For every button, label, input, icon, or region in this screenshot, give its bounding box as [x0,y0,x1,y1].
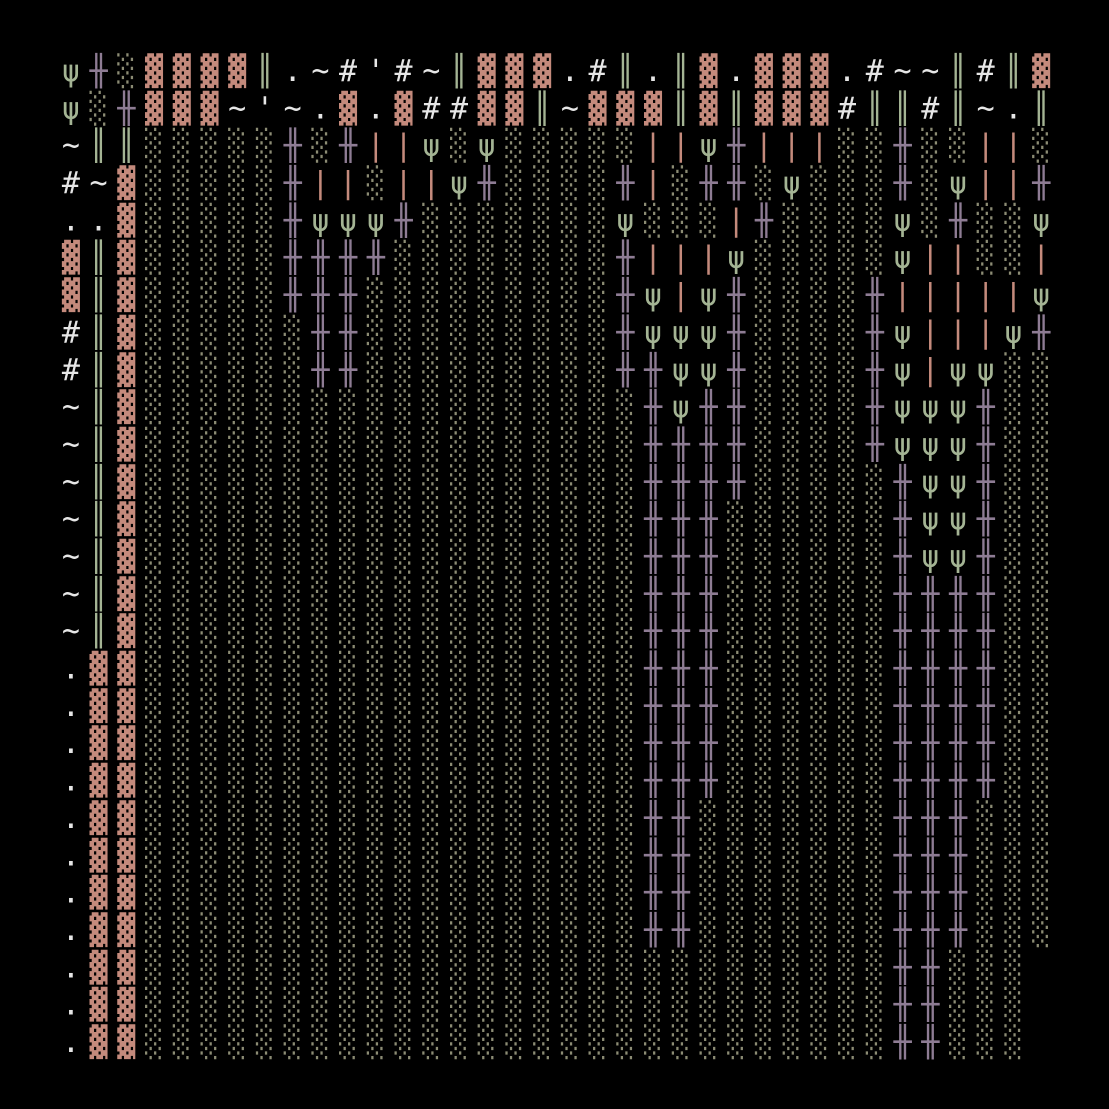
glyph-row: ~ ║ ▓ ░ ░ ░ ░ ░ ░ ░ ░ ░ ░ ░ ░ ░ ░ ░ ░ ░ ░ ╫ ψ ╫ ╫ ░ ░ ░ ░ ╫ ψ ψ ψ ╫ ░ ░ [62,388,1050,425]
glyph-row: . ▓ ▓ ░ ░ ░ ░ ░ ░ ░ ░ ░ ░ ░ ░ ░ ░ ░ ░ ░ ░ ░ ░ ░ ░ ░ ░ ░ ░ ░ ╫ ╫ ░ ░ ░ [62,985,1023,1022]
glyph-row: # ~ ▓ ░ ░ ░ ░ ░ ╫ | | ░ | | ψ ╫ ░ ░ ░ ░ ╫ | ░ ╫ ╫ ░ ψ ░ ░ ░ ╫ ░ ψ | | ╫ [62,164,1051,201]
glyph-row: # ║ ▓ ░ ░ ░ ░ ░ ░ ╫ ╫ ░ ░ ░ ░ ░ ░ ░ ░ ░ ╫ ψ ψ ψ ╫ ░ ░ ░ ░ ╫ ψ | | | ψ ╫ [62,313,1051,350]
glyph-row: ▓ ║ ▓ ░ ░ ░ ░ ░ ╫ ╫ ╫ ░ ░ ░ ░ ░ ░ ░ ░ ░ ╫ ψ | ψ ╫ ░ ░ ░ ░ ╫ | | | | | ψ [62,276,1050,313]
glyph-row: ▓ ║ ▓ ░ ░ ░ ░ ░ ╫ ╫ ╫ ╫ ░ ░ ░ ░ ░ ░ ░ ░ ╫ | | | ψ ░ ░ ░ ░ ░ ψ | | ░ ░ | [62,238,1050,275]
glyph-row: . ▓ ▓ ░ ░ ░ ░ ░ ░ ░ ░ ░ ░ ░ ░ ░ ░ ░ ░ ░ ░ ░ ░ ░ ░ ░ ░ ░ ░ ░ ╫ ╫ ░ ░ ░ [62,948,1023,985]
glyph-row: . ▓ ▓ ░ ░ ░ ░ ░ ░ ░ ░ ░ ░ ░ ░ ░ ░ ░ ░ ░ ░ ╫ ╫ ╫ ░ ░ ░ ░ ░ ░ ╫ ╫ ╫ ╫ ░ ░ [62,649,1050,686]
glyph-row: ~ ║ ▓ ░ ░ ░ ░ ░ ░ ░ ░ ░ ░ ░ ░ ░ ░ ░ ░ ░ ░ ╫ ╫ ╫ ╫ ░ ░ ░ ░ ╫ ψ ψ ψ ╫ ░ ░ [62,425,1050,462]
glyph-row: . ▓ ▓ ░ ░ ░ ░ ░ ░ ░ ░ ░ ░ ░ ░ ░ ░ ░ ░ ░ ░ ╫ ╫ ░ ░ ░ ░ ░ ░ ░ ╫ ╫ ╫ ░ ░ ░ [62,910,1050,947]
glyph-row: ~ ║ ▓ ░ ░ ░ ░ ░ ░ ░ ░ ░ ░ ░ ░ ░ ░ ░ ░ ░ ░ ╫ ╫ ╫ ╫ ░ ░ ░ ░ ░ ╫ ψ ψ ╫ ░ ░ [62,462,1050,499]
glyph-row: . ▓ ▓ ░ ░ ░ ░ ░ ░ ░ ░ ░ ░ ░ ░ ░ ░ ░ ░ ░ ░ ╫ ╫ ╫ ░ ░ ░ ░ ░ ░ ╫ ╫ ╫ ╫ ░ ░ [62,724,1050,761]
glyph-row: . ▓ ▓ ░ ░ ░ ░ ░ ░ ░ ░ ░ ░ ░ ░ ░ ░ ░ ░ ░ ░ ╫ ╫ ╫ ░ ░ ░ ░ ░ ░ ╫ ╫ ╫ ╫ ░ ░ [62,686,1050,723]
glyph-row: ~ ║ ▓ ░ ░ ░ ░ ░ ░ ░ ░ ░ ░ ░ ░ ░ ░ ░ ░ ░ ░ ╫ ╫ ╫ ░ ░ ░ ░ ░ ░ ╫ ψ ψ ╫ ░ ░ [62,500,1050,537]
glyph-row: ψ ░ ╫ ▓ ▓ ▓ ~ ' ~. ▓. ▓ # # ▓ ▓ ║ ~ ▓ ▓ ▓ ║ ▓ ║ ▓ ▓ ▓ # ║ ║ # ║ ~. ║ [62,89,1050,126]
glyph-row: ψ ╫ ░ ▓ ▓ ▓ ▓ ║. ~ # ' # ~ ║ ▓ ▓ ▓. # ║. ║ ▓. ▓ ▓ ▓. # ~ ~ ║ # ║ ▓ [62,52,1051,89]
glyph-row: . ▓ ▓ ░ ░ ░ ░ ░ ░ ░ ░ ░ ░ ░ ░ ░ ░ ░ ░ ░ ░ ╫ ╫ ░ ░ ░ ░ ░ ░ ░ ╫ ╫ ╫ ░ ░ ░ [62,873,1050,910]
glyph-row: . ▓ ▓ ░ ░ ░ ░ ░ ░ ░ ░ ░ ░ ░ ░ ░ ░ ░ ░ ░ ░ ░ ░ ░ ░ ░ ░ ░ ░ ░ ╫ ╫ ░ ░ ░ [62,1023,1023,1060]
glyph-row: . ▓ ▓ ░ ░ ░ ░ ░ ░ ░ ░ ░ ░ ░ ░ ░ ░ ░ ░ ░ ░ ╫ ╫ ╫ ░ ░ ░ ░ ░ ░ ╫ ╫ ╫ ╫ ░ ░ [62,761,1050,798]
glyph-row: ~ ║ ▓ ░ ░ ░ ░ ░ ░ ░ ░ ░ ░ ░ ░ ░ ░ ░ ░ ░ ░ ╫ ╫ ╫ ░ ░ ░ ░ ░ ░ ╫ ψ ψ ╫ ░ ░ [62,537,1050,574]
glyph-row: ~ ║ ▓ ░ ░ ░ ░ ░ ░ ░ ░ ░ ░ ░ ░ ░ ░ ░ ░ ░ ░ ╫ ╫ ╫ ░ ░ ░ ░ ░ ░ ╫ ╫ ╫ ╫ ░ ░ [62,574,1050,611]
glyph-row: .. ▓ ░ ░ ░ ░ ░ ╫ ψ ψ ψ ╫ ░ ░ ░ ░ ░ ░ ░ ψ ░ ░ ░ | ╫ ░ ░ ░ ░ ψ ░ ╫ ░ ░ ψ [62,201,1050,238]
glyph-row: . ▓ ▓ ░ ░ ░ ░ ░ ░ ░ ░ ░ ░ ░ ░ ░ ░ ░ ░ ░ ░ ╫ ╫ ░ ░ ░ ░ ░ ░ ░ ╫ ╫ ╫ ░ ░ ░ [62,836,1050,873]
glyph-row: ~ ║ ▓ ░ ░ ░ ░ ░ ░ ░ ░ ░ ░ ░ ░ ░ ░ ░ ░ ░ ░ ╫ ╫ ╫ ░ ░ ░ ░ ░ ░ ╫ ╫ ╫ ╫ ░ ░ [62,612,1050,649]
glyph-row: # ║ ▓ ░ ░ ░ ░ ░ ░ ╫ ╫ ░ ░ ░ ░ ░ ░ ░ ░ ░ ╫ ╫ ψ ψ ╫ ░ ░ ░ ░ ╫ ψ | ψ ψ ░ ░ [62,350,1050,387]
glyph-row: ~ ║ ║ ░ ░ ░ ░ ░ ╫ ░ ╫ | | ψ ░ ψ ░ ░ ░ ░ ░ | | ψ ╫ | | | ░ ░ ╫ ░ ░ | | ░ [62,126,1050,163]
glyph-row: . ▓ ▓ ░ ░ ░ ░ ░ ░ ░ ░ ░ ░ ░ ░ ░ ░ ░ ░ ░ ░ ╫ ╫ ░ ░ ░ ░ ░ ░ ░ ╫ ╫ ╫ ░ ░ ░ [62,798,1050,835]
